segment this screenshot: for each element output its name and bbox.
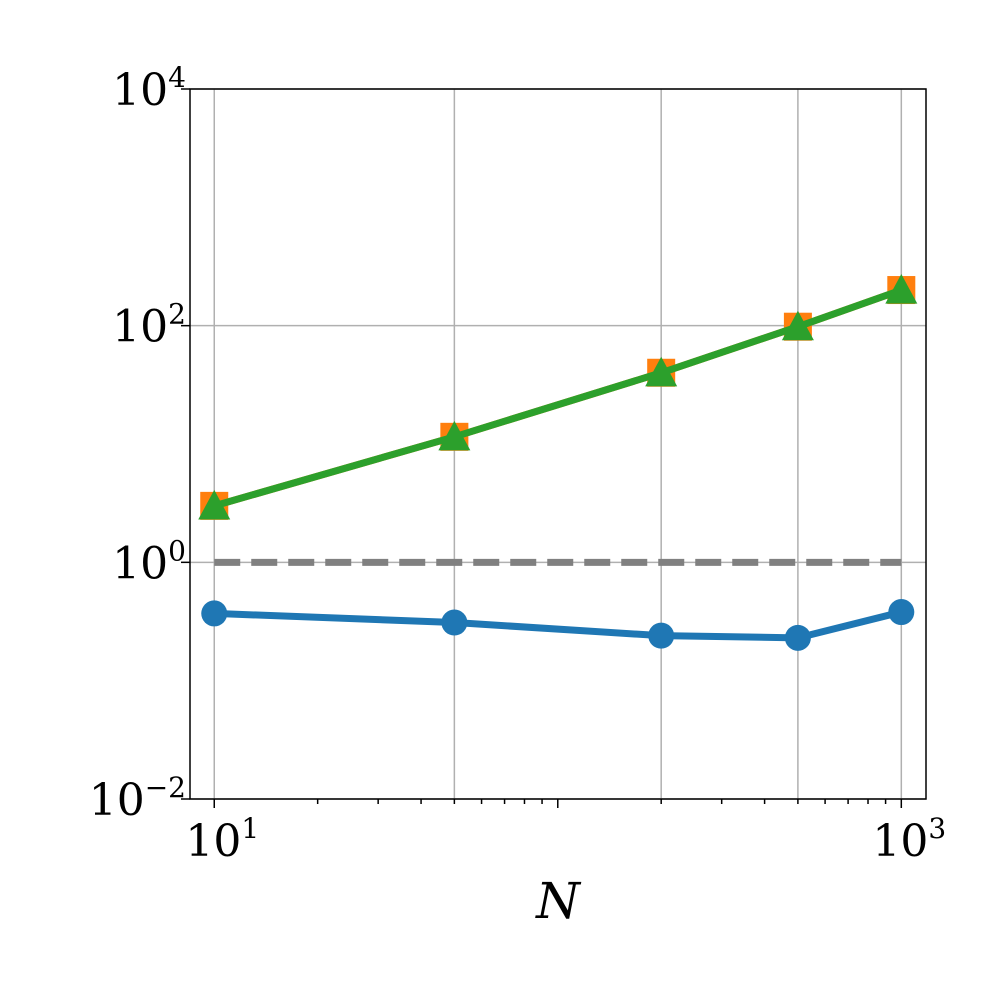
- series-layer: [198, 274, 918, 651]
- y-tick-label: 104: [112, 61, 186, 116]
- data-point-triangle: [885, 274, 918, 304]
- x-tick-label: 103: [872, 812, 946, 867]
- data-point-circle: [784, 624, 811, 651]
- tick-marks: [181, 88, 903, 808]
- grid: [190, 88, 926, 800]
- plot-frame: [189, 88, 927, 800]
- data-point-circle: [888, 599, 915, 626]
- data-point-circle: [648, 622, 675, 649]
- data-point-circle: [201, 600, 228, 627]
- x-axis-title: N: [535, 872, 582, 930]
- data-point-circle: [441, 609, 468, 636]
- data-point-triangle: [198, 489, 231, 520]
- tick-labels: 101 103 10−2 100 102 104: [89, 61, 947, 867]
- data-point-triangle: [438, 420, 471, 451]
- y-tick-label: 102: [112, 298, 186, 353]
- x-tick-label: 101: [185, 812, 259, 867]
- data-point-triangle: [645, 356, 678, 387]
- data-point-triangle: [781, 310, 814, 341]
- y-tick-label: 10−2: [89, 771, 186, 826]
- y-tick-label: 100: [112, 534, 186, 589]
